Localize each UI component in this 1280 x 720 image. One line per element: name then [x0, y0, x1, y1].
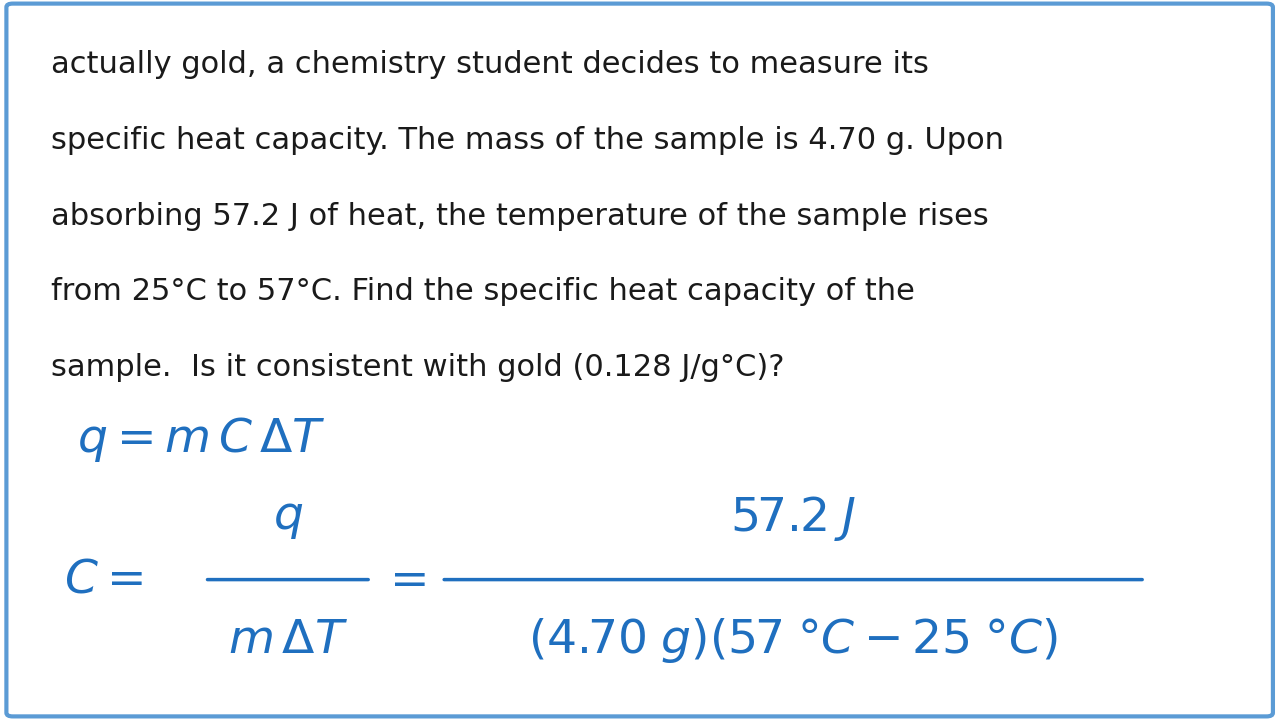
Text: $m\,\Delta T$: $m\,\Delta T$	[228, 618, 348, 663]
Text: specific heat capacity. The mass of the sample is 4.70 g. Upon: specific heat capacity. The mass of the …	[51, 126, 1005, 155]
Text: absorbing 57.2 J of heat, the temperature of the sample rises: absorbing 57.2 J of heat, the temperatur…	[51, 202, 989, 230]
Text: $q$: $q$	[273, 496, 303, 541]
Text: $57.2\;J$: $57.2\;J$	[730, 494, 856, 543]
Text: $(4.70\;g)(57\;°C - 25\;°C)$: $(4.70\;g)(57\;°C - 25\;°C)$	[529, 616, 1059, 665]
Text: $=$: $=$	[380, 557, 426, 602]
Text: actually gold, a chemistry student decides to measure its: actually gold, a chemistry student decid…	[51, 50, 929, 79]
Text: from 25°C to 57°C. Find the specific heat capacity of the: from 25°C to 57°C. Find the specific hea…	[51, 277, 915, 306]
FancyBboxPatch shape	[6, 4, 1272, 716]
Text: sample.  Is it consistent with gold (0.128 J/g°C)?: sample. Is it consistent with gold (0.12…	[51, 353, 785, 382]
Text: $C =$: $C =$	[64, 557, 143, 602]
Text: $q = m\,C\,\Delta T$: $q = m\,C\,\Delta T$	[77, 415, 325, 464]
